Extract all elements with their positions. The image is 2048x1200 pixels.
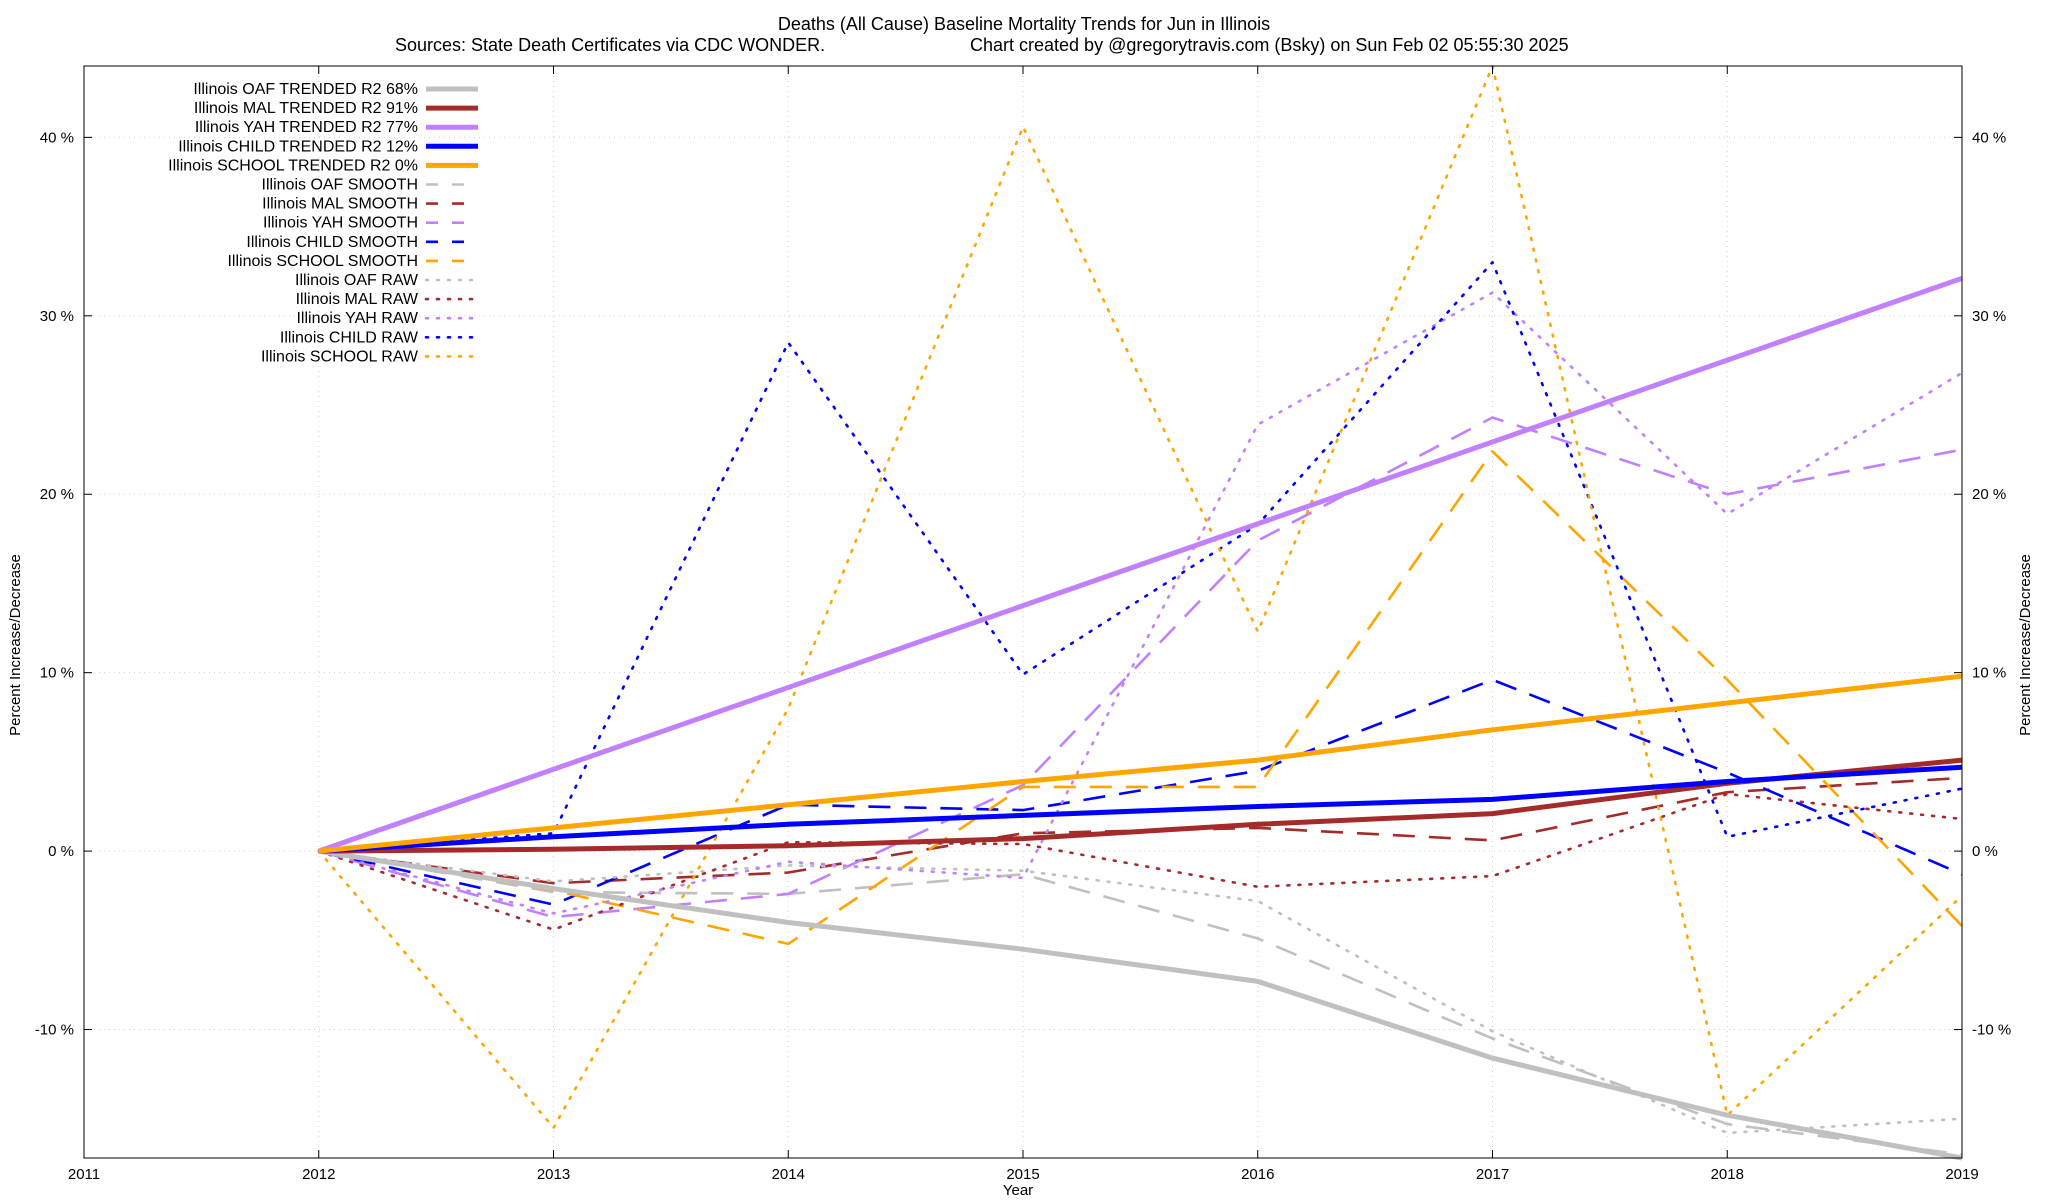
series-line-1 bbox=[318, 848, 1963, 1161]
y-axis-label-right: Percent Increase/Decrease bbox=[2017, 554, 2034, 736]
y-tick-label-right: 10 % bbox=[1972, 665, 2006, 682]
legend-label: Illinois MAL SMOOTH bbox=[262, 196, 418, 213]
x-axis-label: Year bbox=[1003, 1182, 1033, 1199]
legend-label: Illinois MAL RAW bbox=[296, 291, 419, 308]
series-line-11 bbox=[317, 849, 1964, 1135]
legend-label: Illinois SCHOOL SMOOTH bbox=[227, 253, 418, 270]
x-tick-label: 2016 bbox=[1241, 1166, 1274, 1183]
y-tick-label-right: 40 % bbox=[1972, 129, 2006, 146]
x-tick-label: 2018 bbox=[1711, 1166, 1744, 1183]
legend-label: Illinois SCHOOL TRENDED R2 0% bbox=[168, 157, 418, 174]
y-tick-label-left: 40 % bbox=[40, 129, 74, 146]
legend-label: Illinois OAF TRENDED R2 68% bbox=[193, 81, 418, 98]
series-lines bbox=[317, 64, 1964, 1161]
series-line-7 bbox=[318, 776, 1963, 885]
series-line-14 bbox=[317, 260, 1964, 853]
x-tick-label: 2015 bbox=[1006, 1166, 1039, 1183]
legend-label: Illinois YAH TRENDED R2 77% bbox=[195, 119, 418, 136]
y-axis-label-left: Percent Increase/Decrease bbox=[7, 554, 24, 736]
y-tick-label-left: -10 % bbox=[35, 1022, 74, 1039]
x-tick-label: 2012 bbox=[302, 1166, 335, 1183]
series-line-12 bbox=[317, 792, 1964, 931]
series-line-4 bbox=[318, 764, 1963, 854]
series-line-13 bbox=[317, 291, 1964, 915]
legend-label: Illinois SCHOOL RAW bbox=[261, 348, 419, 365]
y-tick-label-left: 20 % bbox=[40, 486, 74, 503]
series-line-3 bbox=[317, 275, 1963, 854]
legend: Illinois OAF TRENDED R2 68% Illinois MAL … bbox=[168, 81, 480, 365]
legend-label: Illinois YAH SMOOTH bbox=[263, 215, 418, 232]
legend-label: Illinois OAF SMOOTH bbox=[262, 177, 418, 194]
legend-label: Illinois CHILD TRENDED R2 12% bbox=[178, 138, 418, 155]
x-tick-label: 2017 bbox=[1476, 1166, 1509, 1183]
series-line-8 bbox=[318, 416, 1963, 919]
x-tick-label: 2013 bbox=[537, 1166, 570, 1183]
axis-ticks: 2011 2012 2013 2014 2015 2016 2017 2018 2019 -10 … bbox=[35, 66, 2011, 1183]
legend-label: Illinois CHILD RAW bbox=[280, 329, 419, 346]
series-line-5 bbox=[318, 673, 1963, 854]
y-tick-label-left: 10 % bbox=[40, 665, 74, 682]
legend-label: Illinois MAL TRENDED R2 91% bbox=[194, 100, 418, 117]
series-line-10 bbox=[318, 450, 1963, 946]
y-tick-label-right: -10 % bbox=[1972, 1022, 2011, 1039]
legend-label: Illinois YAH RAW bbox=[296, 310, 418, 327]
legend-label: Illinois OAF RAW bbox=[295, 272, 419, 289]
series-line-6 bbox=[318, 849, 1963, 1156]
series-line-9 bbox=[318, 678, 1963, 906]
y-tick-label-right: 30 % bbox=[1972, 308, 2006, 325]
y-tick-label-right: 0 % bbox=[1972, 843, 1998, 860]
y-tick-label-left: 0 % bbox=[48, 843, 74, 860]
legend-label: Illinois CHILD SMOOTH bbox=[246, 234, 418, 251]
chart-title: Deaths (All Cause) Baseline Mortality Tr… bbox=[778, 14, 1270, 34]
chart-subtitle-credit: Chart created by @gregorytravis.com (Bsk… bbox=[970, 35, 1569, 55]
x-tick-label: 2019 bbox=[1945, 1166, 1978, 1183]
series-line-15 bbox=[317, 64, 1964, 1129]
chart-subtitle-source: Sources: State Death Certificates via CD… bbox=[395, 35, 825, 55]
y-tick-label-left: 30 % bbox=[40, 308, 74, 325]
x-tick-label: 2011 bbox=[68, 1166, 100, 1183]
y-tick-label-right: 20 % bbox=[1972, 486, 2006, 503]
x-tick-label: 2014 bbox=[772, 1166, 805, 1183]
series-line-2 bbox=[318, 757, 1963, 854]
